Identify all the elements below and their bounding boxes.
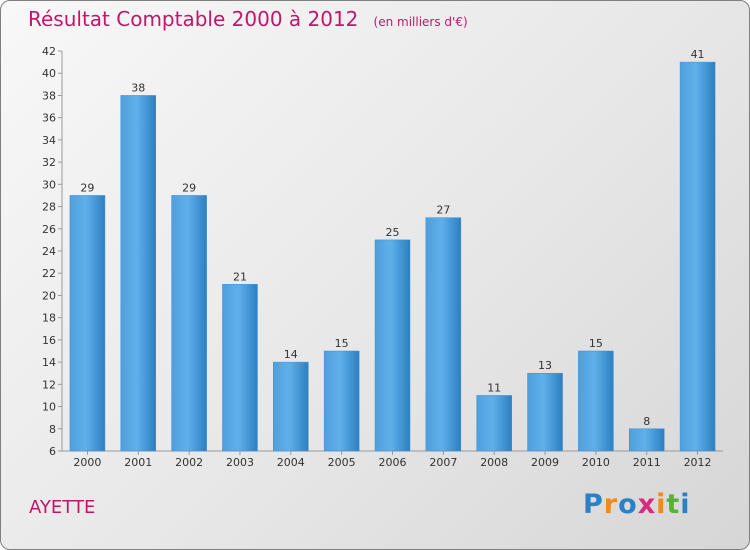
x-tick-label: 2001 (124, 456, 152, 469)
bar-value-label: 38 (131, 81, 145, 94)
bar-2010 (578, 350, 614, 452)
y-tick-label: 26 (42, 223, 56, 236)
bar-2004 (273, 361, 309, 452)
logo-letter: t (666, 489, 681, 520)
bar-2009 (527, 372, 563, 452)
y-tick-label: 32 (42, 156, 56, 169)
logo-letter: o (618, 489, 638, 520)
y-tick-label: 14 (42, 356, 56, 369)
y-tick-label: 8 (49, 423, 56, 436)
y-tick-label: 12 (42, 378, 56, 391)
logo-letter: x (637, 489, 657, 520)
bar-2008 (476, 395, 512, 452)
x-tick-label: 2006 (379, 456, 407, 469)
chart-title: Résultat Comptable 2000 à 2012 (en milli… (28, 7, 468, 31)
commune-name: AYETTE (29, 497, 96, 518)
y-tick-label: 10 (42, 401, 56, 414)
bar-value-label: 8 (643, 415, 650, 428)
y-tick-label: 6 (49, 445, 56, 458)
bar-2001 (120, 95, 157, 452)
y-tick-label: 28 (42, 201, 56, 214)
bar-2012 (679, 61, 716, 452)
bar-value-label: 29 (182, 181, 196, 194)
y-tick-label: 22 (42, 267, 56, 280)
y-tick-label: 34 (42, 134, 56, 147)
y-tick-label: 20 (42, 289, 56, 302)
bar-value-label: 15 (335, 337, 349, 350)
bar-2007 (425, 217, 462, 452)
y-tick-label: 38 (42, 89, 56, 102)
x-tick-label: 2010 (582, 456, 610, 469)
x-tick-label: 2011 (633, 456, 661, 469)
y-tick-label: 30 (42, 178, 56, 191)
x-tick-label: 2008 (480, 456, 508, 469)
y-tick-label: 36 (42, 112, 56, 125)
x-tick-label: 2002 (175, 456, 203, 469)
bar-value-label: 15 (589, 337, 603, 350)
bar-value-label: 14 (284, 348, 298, 361)
proxiti-logo[interactable]: Proxiti (583, 489, 691, 520)
bar-value-label: 13 (538, 359, 552, 372)
logo-letter: P (583, 489, 604, 520)
x-tick-label: 2012 (684, 456, 712, 469)
bar-2003 (222, 284, 258, 452)
bar-2011 (628, 428, 665, 452)
bar-value-label: 27 (436, 204, 450, 217)
logo-letter: i (680, 489, 691, 520)
y-tick-label: 18 (42, 312, 56, 325)
bar-value-label: 41 (691, 48, 705, 61)
bar-value-label: 11 (487, 381, 501, 394)
x-tick-label: 2004 (277, 456, 305, 469)
x-tick-label: 2000 (73, 456, 101, 469)
bar-2002 (171, 195, 207, 452)
x-tick-label: 2005 (328, 456, 356, 469)
y-tick-label: 42 (42, 45, 56, 58)
x-tick-label: 2007 (429, 456, 457, 469)
y-tick-label: 16 (42, 334, 56, 347)
bar-2005 (323, 350, 360, 452)
bar-2006 (374, 239, 411, 452)
title-unit: (en milliers d'€) (373, 15, 468, 29)
bar-2000 (69, 195, 106, 452)
logo-letter: i (656, 489, 667, 520)
bar-value-label: 25 (386, 226, 400, 239)
y-tick-label: 40 (42, 67, 56, 80)
y-tick-label: 24 (42, 245, 56, 258)
bar-value-label: 21 (233, 270, 247, 283)
logo-letter: r (603, 489, 619, 520)
x-tick-label: 2003 (226, 456, 254, 469)
x-tick-label: 2009 (531, 456, 559, 469)
bar-value-label: 29 (80, 181, 94, 194)
title-main: Résultat Comptable 2000 à 2012 (28, 7, 359, 31)
